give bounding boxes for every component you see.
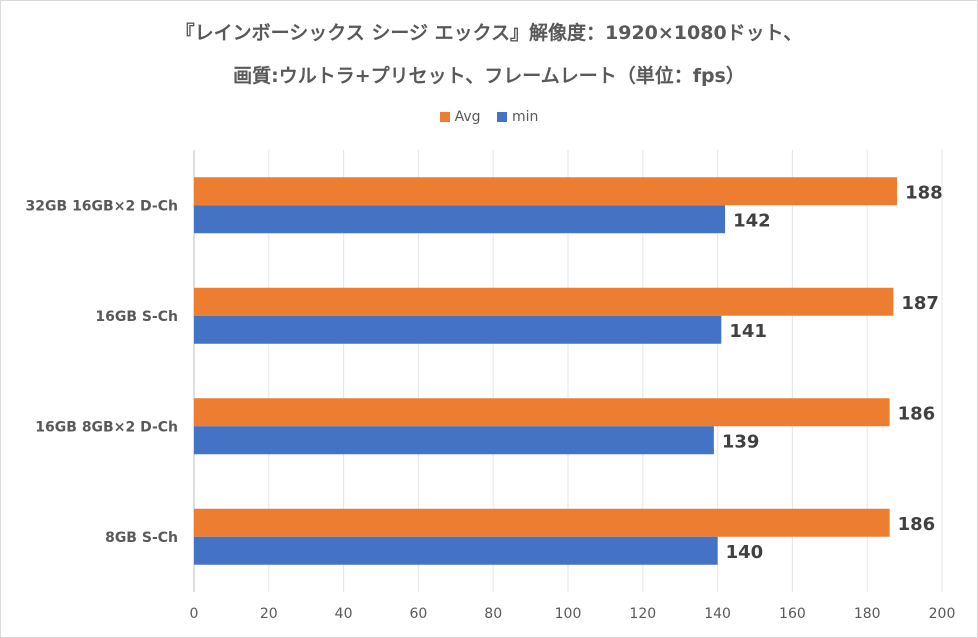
- legend-swatch-avg: [439, 112, 450, 122]
- y-category-label: 16GB 8GB×2 D-Ch: [35, 419, 178, 435]
- legend-item-min: min: [496, 109, 539, 125]
- y-category-label: 16GB S-Ch: [95, 309, 178, 325]
- x-tick-label: 120: [629, 606, 656, 622]
- x-tick-label: 100: [555, 606, 582, 622]
- data-label: 188: [905, 182, 943, 203]
- bar-avg: [194, 398, 890, 427]
- data-label: 141: [729, 321, 767, 342]
- bar-min: [194, 426, 714, 455]
- bar-min: [194, 536, 718, 565]
- bar-min: [194, 205, 726, 234]
- data-label: 142: [733, 210, 771, 231]
- chart-title-line-2: 画質:ウルトラ+プリセット、フレームレート（単位：fps）: [233, 65, 745, 87]
- bar-avg: [194, 177, 898, 206]
- legend-item-avg: Avg: [439, 109, 481, 125]
- x-tick-label: 40: [335, 606, 353, 622]
- y-category-label: 32GB 16GB×2 D-Ch: [26, 198, 178, 214]
- bar-avg: [194, 287, 894, 316]
- x-tick-label: 140: [704, 606, 731, 622]
- y-category-label: 8GB S-Ch: [105, 530, 178, 546]
- x-tick-label: 200: [929, 606, 956, 622]
- x-tick-label: 180: [854, 606, 881, 622]
- legend: Avg min: [0, 109, 978, 125]
- data-label: 140: [726, 542, 764, 563]
- data-label: 139: [722, 431, 760, 452]
- bar-avg: [194, 508, 890, 537]
- legend-swatch-min: [496, 112, 507, 122]
- x-tick-label: 20: [260, 606, 278, 622]
- data-label: 186: [898, 514, 936, 535]
- legend-label-avg: Avg: [454, 109, 481, 125]
- x-tick-label: 0: [190, 606, 199, 622]
- legend-label-min: min: [511, 109, 539, 125]
- x-tick-label: 80: [484, 606, 502, 622]
- x-tick-label: 160: [779, 606, 806, 622]
- chart-title-line-1: 『レインボーシックス シージ エックス』解像度：1920×1080ドット、: [175, 22, 803, 44]
- bar-min: [194, 315, 722, 344]
- data-label: 186: [898, 403, 936, 424]
- x-tick-label: 60: [409, 606, 427, 622]
- data-label: 187: [901, 293, 939, 314]
